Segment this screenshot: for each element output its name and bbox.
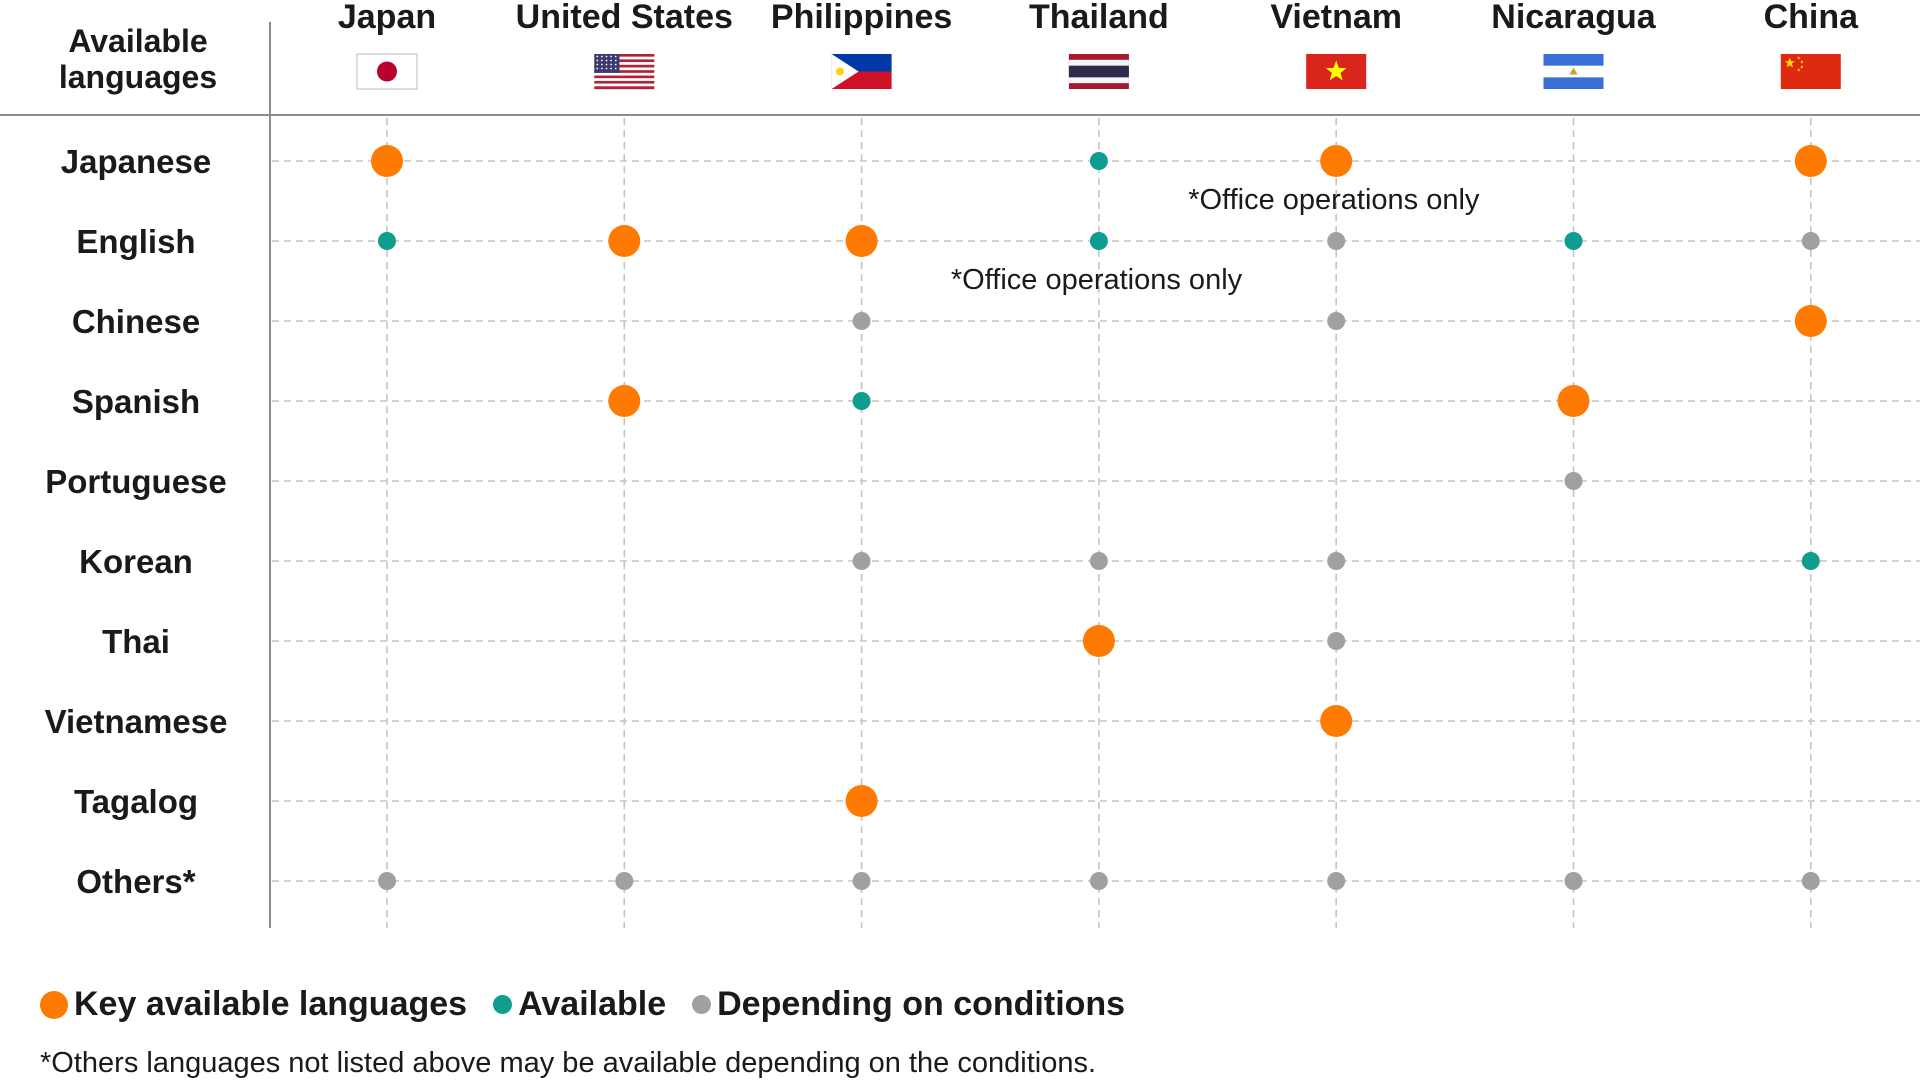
country-headers: Japan United States Philippines Thailand Vie…: [338, 0, 1860, 90]
corner-label-line1: Available: [68, 23, 207, 59]
legend-label-key: Key available languages: [74, 985, 468, 1023]
row-label-spanish: Spanish: [72, 383, 200, 420]
country-header-vietnam: Vietnam: [1270, 0, 1402, 36]
thailand-flag-icon: [1068, 54, 1129, 89]
vietnam-flag-icon: [1306, 54, 1367, 89]
dot-key-china-japanese: [1794, 145, 1827, 177]
row-label-thai: Thai: [102, 623, 170, 660]
dot-conditional-vietnam-chinese: [1327, 312, 1346, 330]
country-header-nicaragua: Nicaragua: [1491, 0, 1656, 36]
dot-conditional-philippines-others: [852, 872, 871, 890]
legend-label-conditional: Depending on conditions: [717, 985, 1126, 1023]
dot-conditional-united-states-others: [615, 872, 634, 890]
dot-key-china-chinese: [1794, 305, 1827, 337]
dot-conditional-vietnam-english: [1327, 232, 1346, 250]
dot-key-united-states-spanish: [608, 385, 641, 417]
row-label-english: English: [76, 223, 195, 260]
dot-available-china-korean: [1801, 552, 1820, 570]
philippines-flag-icon: [831, 54, 892, 89]
grid-lines: [272, 118, 1920, 928]
china-flag-icon: [1780, 54, 1841, 89]
footnote: *Others languages not listed above may b…: [40, 1047, 1097, 1079]
dot-conditional-philippines-chinese: [852, 312, 871, 330]
dot-conditional-vietnam-others: [1327, 872, 1346, 890]
row-label-japanese: Japanese: [61, 143, 211, 180]
row-label-others: Others*: [76, 863, 195, 900]
dot-key-vietnam-vietnamese: [1320, 705, 1353, 737]
dot-available-nicaragua-english: [1564, 232, 1583, 250]
available-dot-icon: [493, 995, 513, 1014]
row-label-chinese: Chinese: [72, 303, 200, 340]
dot-conditional-china-english: [1801, 232, 1820, 250]
dot-available-thailand-japanese: [1089, 152, 1108, 170]
dot-key-nicaragua-spanish: [1557, 385, 1590, 417]
dot-conditional-thailand-others: [1089, 872, 1108, 890]
row-label-tagalog: Tagalog: [74, 783, 198, 820]
country-header-united-states: United States: [516, 0, 733, 36]
availability-dots: [371, 145, 1827, 890]
corner-label-line2: languages: [59, 59, 217, 95]
conditional-dot-icon: [692, 995, 712, 1014]
dot-key-vietnam-japanese: [1320, 145, 1353, 177]
dot-conditional-china-others: [1801, 872, 1820, 890]
legend-item-available: Available: [493, 985, 666, 1024]
dot-available-thailand-english: [1089, 232, 1108, 250]
dot-key-philippines-tagalog: [845, 785, 878, 817]
legend-label-available: Available: [518, 985, 667, 1023]
annotations: *Office operations only *Office operation…: [951, 184, 1480, 296]
dot-conditional-japan-others: [378, 872, 396, 890]
dot-available-japan-english: [378, 232, 396, 250]
annotation-office-only-vietnam: *Office operations only: [1188, 184, 1480, 216]
japan-flag-icon: [356, 53, 418, 90]
key-dot-icon: [40, 990, 68, 1019]
united-states-flag-icon: [594, 54, 655, 90]
dot-conditional-vietnam-thai: [1327, 632, 1346, 650]
dot-key-united-states-english: [608, 225, 641, 257]
row-label-portuguese: Portuguese: [45, 463, 227, 500]
dot-conditional-nicaragua-portuguese: [1564, 472, 1583, 490]
row-label-vietnamese: Vietnamese: [45, 703, 228, 740]
dot-conditional-philippines-korean: [852, 552, 871, 570]
country-header-thailand: Thailand: [1029, 0, 1169, 36]
dot-key-thailand-thai: [1082, 625, 1115, 657]
country-header-china: China: [1764, 0, 1860, 36]
annotation-office-only-thailand: *Office operations only: [951, 264, 1243, 296]
dot-available-philippines-spanish: [852, 392, 871, 410]
dot-conditional-vietnam-korean: [1327, 552, 1346, 570]
row-label-korean: Korean: [79, 543, 193, 580]
dot-key-philippines-english: [845, 225, 878, 257]
country-header-japan: Japan: [338, 0, 436, 36]
legend-item-conditional: Depending on conditions: [692, 985, 1125, 1024]
legend-item-key: Key available languages: [40, 985, 467, 1024]
country-header-philippines: Philippines: [771, 0, 952, 36]
nicaragua-flag-icon: [1543, 54, 1604, 89]
legend: Key available languages Available Depend…: [40, 985, 1151, 1024]
dot-conditional-thailand-korean: [1089, 552, 1108, 570]
dot-key-japan-japanese: [371, 145, 403, 177]
language-row-labels: Japanese English Chinese Spanish Portuguese K…: [45, 143, 228, 900]
dot-conditional-nicaragua-others: [1564, 872, 1583, 890]
